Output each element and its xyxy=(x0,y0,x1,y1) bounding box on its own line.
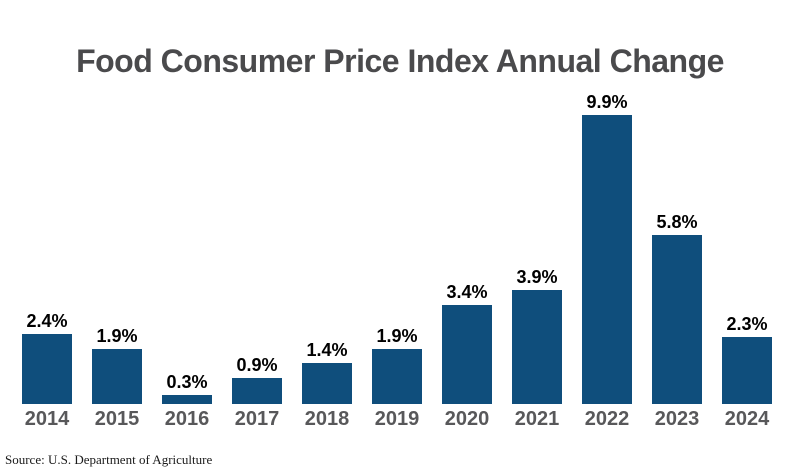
bar xyxy=(442,305,492,404)
bar-column: 3.9% 2021 xyxy=(512,268,562,429)
value-label: 9.9% xyxy=(586,92,628,112)
value-label: 1.9% xyxy=(376,326,418,346)
bar-column: 1.4% 2018 xyxy=(302,341,352,429)
bar-column: 9.9% 2022 xyxy=(582,93,632,429)
value-label: 1.9% xyxy=(96,326,138,346)
x-tick-label: 2022 xyxy=(584,408,630,430)
x-tick-label: 2020 xyxy=(444,408,490,430)
x-tick-label: 2016 xyxy=(164,408,210,430)
bar-column: 5.8% 2023 xyxy=(652,213,702,429)
x-tick-label: 2018 xyxy=(304,408,350,430)
bar xyxy=(302,363,352,404)
bar-column: 1.9% 2019 xyxy=(372,327,422,429)
x-tick-label: 2021 xyxy=(514,408,560,430)
bar xyxy=(22,334,72,404)
value-label: 1.4% xyxy=(306,340,348,360)
chart-title: Food Consumer Price Index Annual Change xyxy=(76,43,724,79)
bar-column: 2.4% 2014 xyxy=(22,312,72,429)
bar-column: 1.9% 2015 xyxy=(92,327,142,429)
bar-column: 2.3% 2024 xyxy=(722,315,772,429)
value-label: 0.9% xyxy=(236,355,278,375)
value-label: 2.3% xyxy=(726,314,768,334)
value-label: 5.8% xyxy=(656,212,698,232)
x-tick-label: 2023 xyxy=(654,408,700,430)
source-note: Source: U.S. Department of Agriculture xyxy=(5,452,213,467)
bar xyxy=(372,349,422,404)
value-label: 0.3% xyxy=(166,372,208,392)
bar xyxy=(722,337,772,404)
bar-column: 3.4% 2020 xyxy=(442,283,492,429)
bar xyxy=(652,235,702,404)
bar xyxy=(512,290,562,404)
bars-area: 2.4% 2014 1.9% 2015 0.3% 2016 0.9% 2017 1.4% 2018… xyxy=(0,93,800,429)
value-label: 3.4% xyxy=(446,282,488,302)
x-tick-label: 2015 xyxy=(94,408,140,430)
value-label: 3.9% xyxy=(516,267,558,287)
bar-column: 0.3% 2016 xyxy=(162,373,212,429)
x-tick-label: 2019 xyxy=(374,408,420,430)
x-tick-label: 2014 xyxy=(24,408,70,430)
bar xyxy=(582,115,632,404)
bar xyxy=(232,378,282,404)
x-tick-label: 2024 xyxy=(724,408,770,430)
bar xyxy=(92,349,142,404)
bar xyxy=(162,395,212,404)
x-tick-label: 2017 xyxy=(234,408,280,430)
value-label: 2.4% xyxy=(26,311,68,331)
bar-column: 0.9% 2017 xyxy=(232,356,282,429)
